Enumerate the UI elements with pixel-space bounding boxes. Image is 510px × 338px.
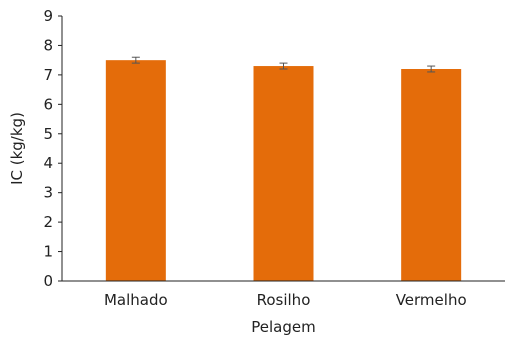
y-tick-label: 3 <box>43 184 53 202</box>
x-axis-ticks: Malhado Rosilho Vermelho <box>104 291 467 309</box>
y-axis-title: IC (kg/kg) <box>8 112 26 185</box>
y-tick-label: 4 <box>43 154 53 172</box>
y-tick-label: 6 <box>43 95 53 113</box>
y-tick-label: 7 <box>43 66 53 84</box>
x-tick-label-malhado: Malhado <box>104 291 168 309</box>
y-tick-label: 2 <box>43 213 53 231</box>
y-tick-label: 0 <box>43 272 53 290</box>
bar-vermelho <box>401 69 462 281</box>
x-tick-label-rosilho: Rosilho <box>257 291 311 309</box>
y-axis-ticks: 0 1 2 3 4 5 6 7 8 9 <box>43 7 62 290</box>
bar-rosilho <box>253 66 314 281</box>
y-tick-label: 8 <box>43 36 53 54</box>
y-tick-label: 5 <box>43 125 53 143</box>
y-tick-label: 1 <box>43 243 53 261</box>
y-tick-label: 9 <box>43 7 53 25</box>
x-axis-title: Pelagem <box>251 318 315 336</box>
bars <box>105 60 462 281</box>
bar-malhado <box>105 60 166 281</box>
x-tick-label-vermelho: Vermelho <box>396 291 467 309</box>
error-bars <box>131 56 436 73</box>
